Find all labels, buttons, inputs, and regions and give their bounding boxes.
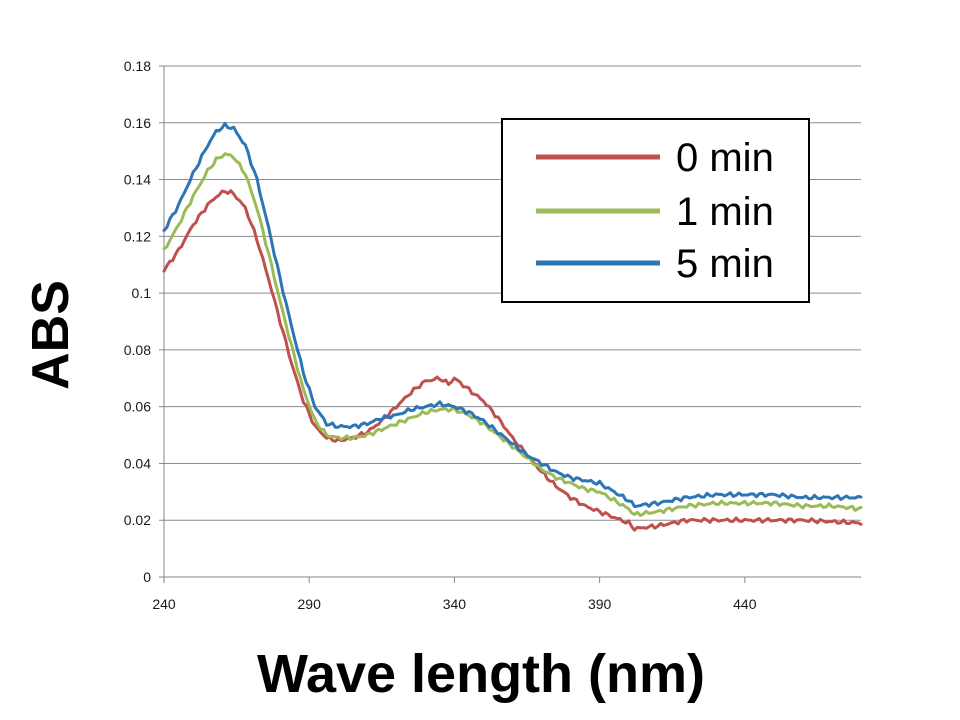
series-line-1-min — [162, 152, 863, 518]
legend-label: 1 min — [676, 190, 774, 234]
x-tick-label: 390 — [588, 596, 612, 612]
y-tick-label: 0.16 — [124, 115, 151, 131]
x-tick-label: 240 — [152, 596, 176, 612]
y-tick-label: 0.02 — [124, 512, 151, 528]
legend: 0 min 1 min 5 min — [501, 118, 810, 303]
x-tick-label: 440 — [733, 596, 757, 612]
series-line-0-min — [162, 189, 863, 532]
y-tick-label: 0.14 — [124, 172, 151, 188]
x-tick-label: 340 — [443, 596, 467, 612]
x-tick-label: 290 — [298, 596, 322, 612]
y-tick-label: 0.04 — [124, 455, 151, 471]
y-tick-label: 0.12 — [124, 228, 151, 244]
legend-label: 5 min — [676, 242, 774, 286]
y-tick-label: 0.1 — [132, 285, 152, 301]
y-tick-label: 0.06 — [124, 399, 151, 415]
series-lines — [162, 121, 863, 532]
y-tick-labels: 0 0.02 0.04 0.06 0.08 0.1 0.12 0.14 0.16 0.18 — [124, 58, 164, 585]
x-axis-title: Wave length (nm) — [257, 644, 705, 704]
x-tick-labels: 240 290 340 390 440 — [152, 577, 757, 612]
y-axis-title: ABS — [22, 280, 80, 390]
series-line-5-min — [162, 121, 863, 509]
y-tick-label: 0.08 — [124, 342, 151, 358]
y-tick-label: 0.18 — [124, 58, 151, 74]
legend-label: 0 min — [676, 136, 774, 180]
y-tick-label: 0 — [143, 569, 151, 585]
